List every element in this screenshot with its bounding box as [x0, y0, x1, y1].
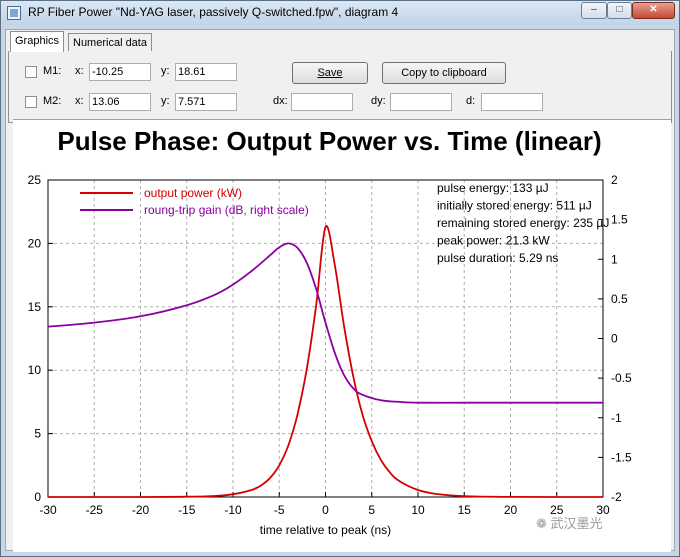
plot-area[interactable]: Pulse Phase: Output Power vs. Time (line… [13, 119, 671, 552]
x-tick-label: -20 [132, 503, 150, 517]
m2-y-label: y: [161, 95, 170, 107]
y2-tick-label: -0.5 [611, 371, 632, 385]
d-label: d: [466, 95, 476, 107]
x-tick-label: 15 [458, 503, 472, 517]
y-tick-label: 20 [28, 236, 42, 250]
m1-x-input[interactable]: -10.25 [89, 63, 151, 81]
series-line-round-trip-gain [47, 242, 603, 404]
chart-title: Pulse Phase: Output Power vs. Time (line… [57, 126, 601, 156]
x-tick-label: -30 [39, 503, 57, 517]
y2-tick-label: -2 [611, 490, 622, 504]
watermark: ❁ 武汉墨光 [536, 513, 603, 532]
m1-y-input[interactable]: 18.61 [175, 63, 237, 81]
x-tick-label: 10 [411, 503, 425, 517]
x-tick-label: -15 [178, 503, 196, 517]
chart-svg[interactable]: Pulse Phase: Output Power vs. Time (line… [13, 120, 671, 552]
dy-input[interactable] [390, 93, 452, 111]
annotation-text: remaining stored energy: 235 µJ [437, 216, 609, 230]
watermark-text: 武汉墨光 [550, 516, 603, 531]
dy-label: dy: [371, 95, 386, 107]
app-icon [7, 6, 21, 20]
y-tick-label: 0 [34, 490, 41, 504]
save-button[interactable]: Save [292, 62, 368, 84]
watermark-icon: ❁ [536, 516, 551, 531]
y2-tick-label: 0.5 [611, 292, 628, 306]
m2-x-label: x: [75, 95, 84, 107]
annotation-text: peak power: 21.3 kW [437, 234, 550, 248]
x-tick-label: 25 [550, 503, 564, 517]
x-tick-label: -5 [274, 503, 285, 517]
annotation-text: initially stored energy: 511 µJ [437, 199, 592, 213]
x-tick-label: 5 [368, 503, 375, 517]
maximize-button[interactable]: □ [607, 2, 632, 19]
legend-entry: output power (kW) [144, 186, 242, 200]
legend-entry: roung-trip gain (dB, right scale) [144, 203, 309, 217]
dx-label: dx: [273, 95, 288, 107]
m1-label: M1: [43, 65, 62, 77]
minimize-button[interactable]: – [581, 2, 607, 19]
y2-tick-label: 1.5 [611, 213, 628, 227]
x-tick-label: -25 [86, 503, 104, 517]
x-tick-label: 30 [596, 503, 610, 517]
y2-tick-label: 1 [611, 252, 618, 266]
dx-input[interactable] [291, 93, 353, 111]
y2-tick-label: 0 [611, 332, 618, 346]
y-tick-label: 10 [28, 363, 42, 377]
m2-checkbox[interactable] [25, 96, 37, 108]
copy-to-clipboard-button[interactable]: Copy to clipboard [382, 62, 506, 84]
x-tick-label: -10 [224, 503, 242, 517]
x-tick-label: 0 [322, 503, 329, 517]
close-button[interactable]: ✕ [632, 2, 675, 19]
m1-y-label: y: [161, 65, 170, 77]
tab-graphics[interactable]: Graphics [10, 31, 65, 52]
m1-x-label: x: [75, 65, 84, 77]
y2-tick-label: 2 [611, 173, 618, 187]
m2-y-input[interactable]: 7.571 [175, 93, 237, 111]
x-tick-label: 20 [504, 503, 518, 517]
annotation-text: pulse energy: 133 µJ [437, 181, 549, 195]
title-bar[interactable]: RP Fiber Power "Nd-YAG laser, passively … [1, 1, 679, 25]
d-input[interactable] [481, 93, 543, 111]
m2-label: M2: [43, 95, 62, 107]
tab-numerical-data[interactable]: Numerical data [68, 33, 152, 51]
m1-checkbox[interactable] [25, 66, 37, 78]
save-button-label: Save [317, 67, 343, 79]
window-title: RP Fiber Power "Nd-YAG laser, passively … [28, 5, 399, 19]
x-axis-label: time relative to peak (ns) [260, 523, 391, 537]
annotation-text: pulse duration: 5.29 ns [437, 251, 558, 265]
y2-tick-label: -1 [611, 411, 622, 425]
y-tick-label: 15 [28, 300, 42, 314]
y-tick-label: 5 [34, 427, 41, 441]
m2-x-input[interactable]: 13.06 [89, 93, 151, 111]
marker-panel: M1: x: -10.25 y: 18.61 Save Copy to clip… [8, 51, 672, 123]
series-line-output-power [48, 225, 604, 498]
y-tick-label: 25 [28, 173, 42, 187]
y2-tick-label: -1.5 [611, 450, 632, 464]
